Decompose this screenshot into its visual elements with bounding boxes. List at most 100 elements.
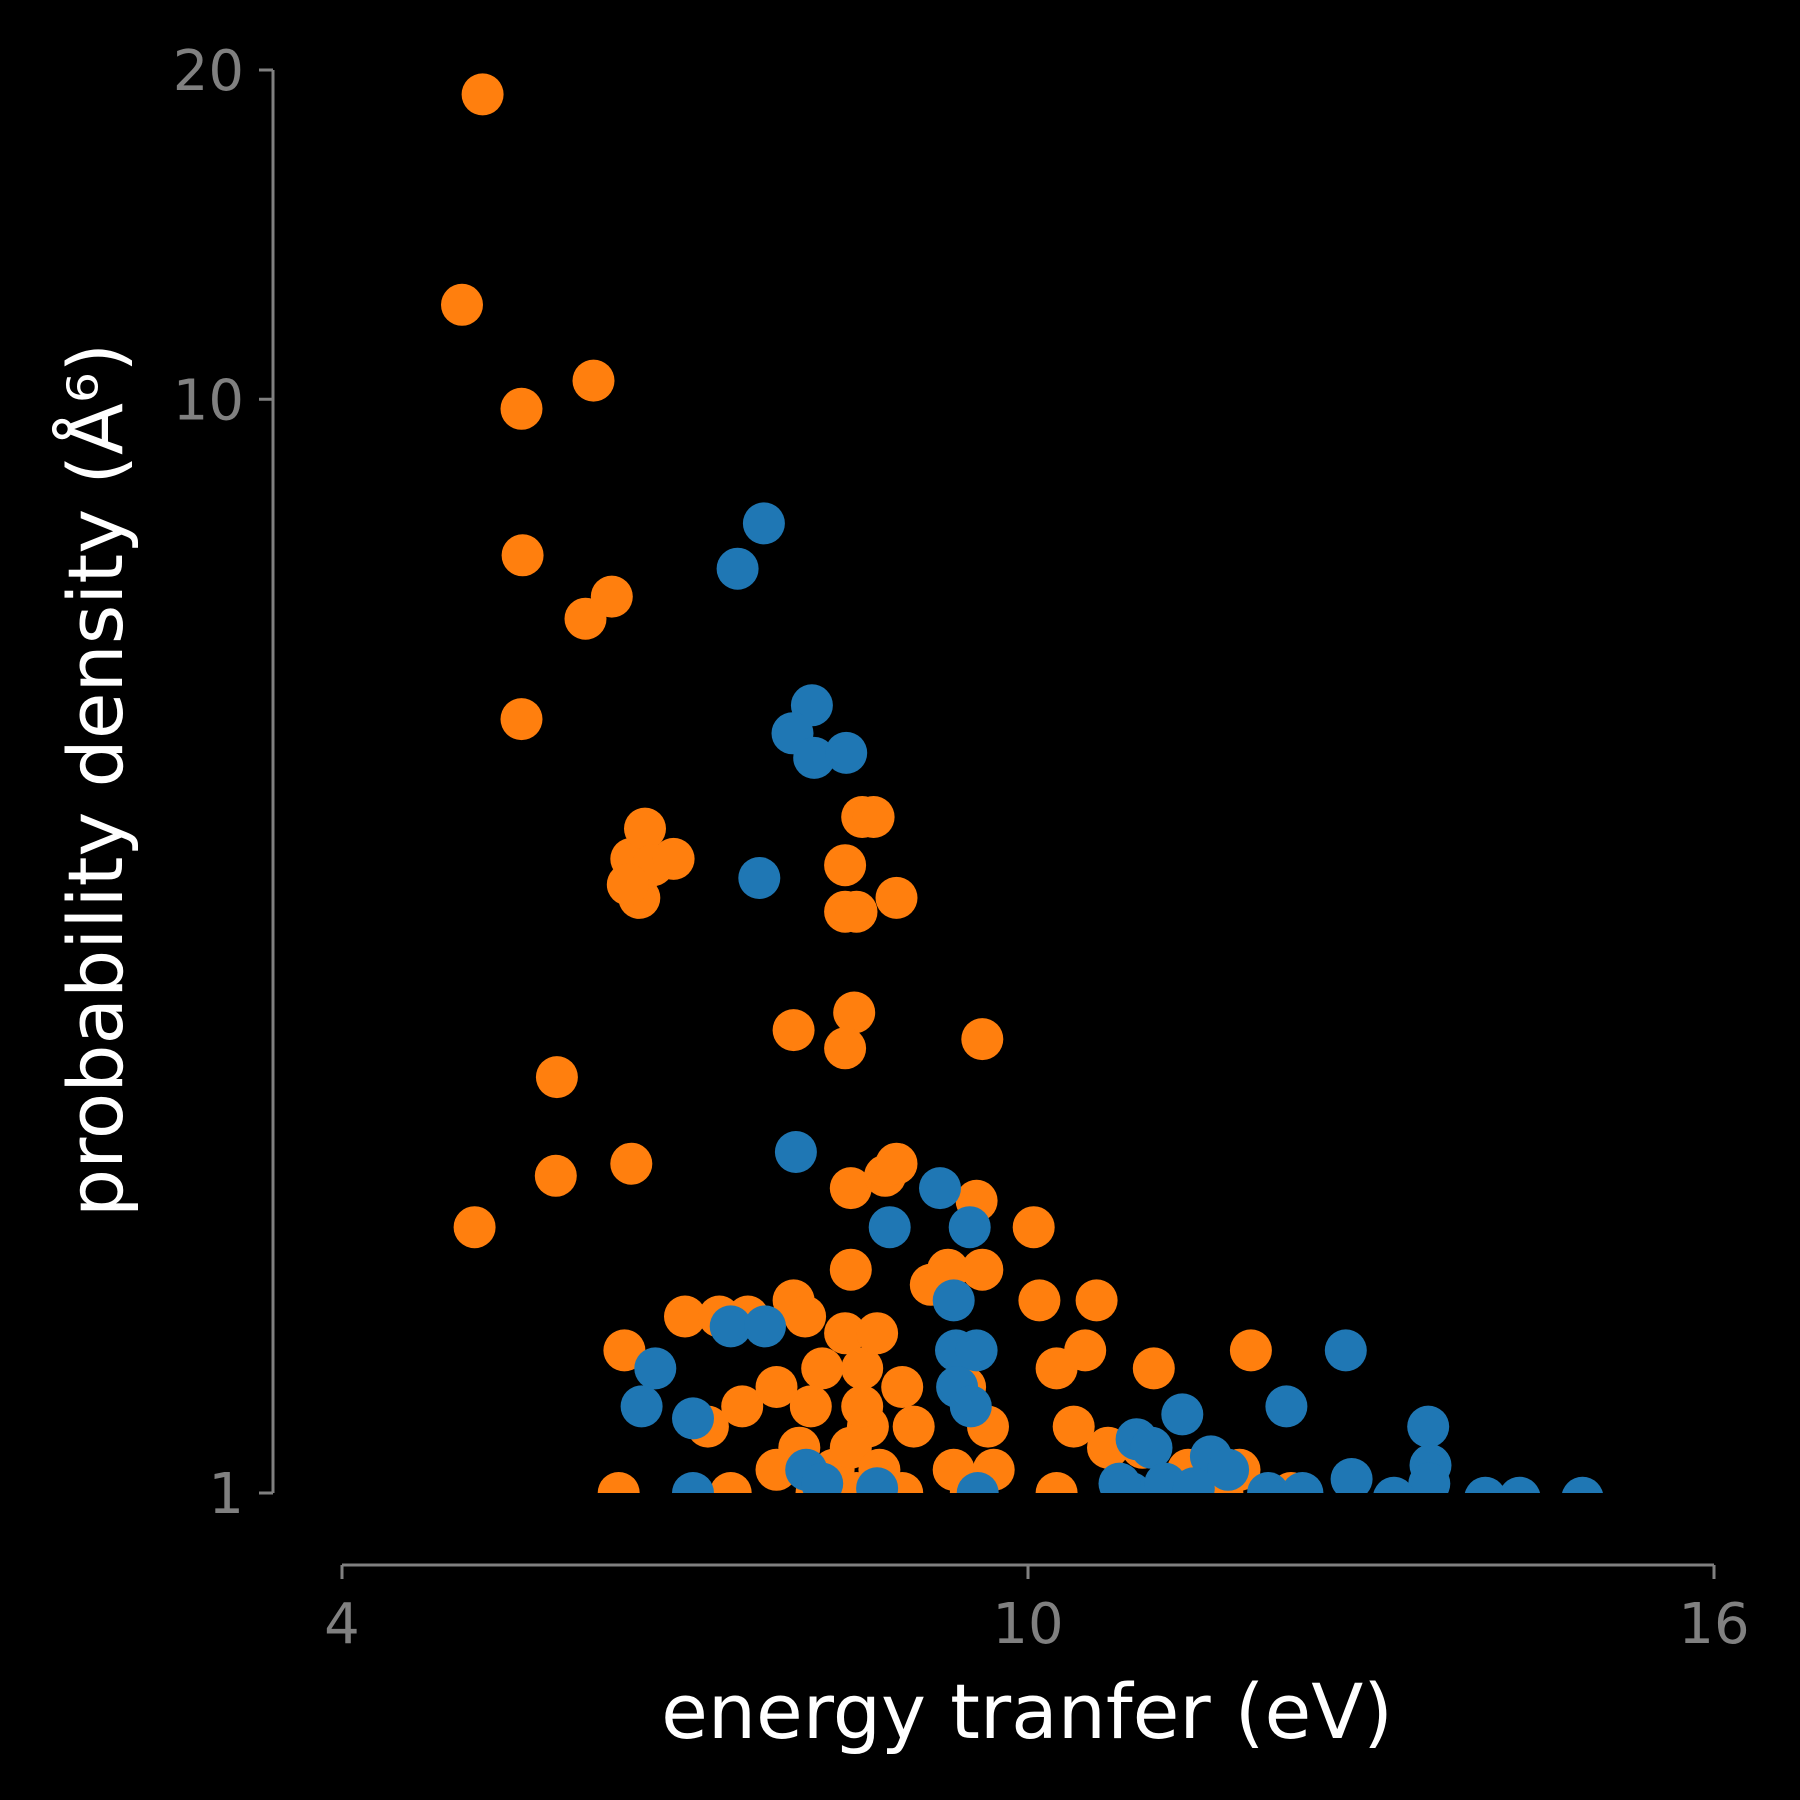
scatter-point-s1-31 [1324,1329,1367,1372]
scatter-point-s1-36 [1408,1462,1451,1493]
scatter-point-s1-2 [738,857,781,899]
scatter-point-s0-18 [603,1329,646,1372]
scatter-point-s1-34 [1407,1405,1450,1448]
scatter-point-s1-7 [774,1131,817,1173]
y-tick-label: 20 [173,39,244,104]
scatter-point-s0-2 [453,1206,496,1249]
scatter-point-s0-47 [875,876,918,919]
scatter-point-s0-64 [1012,1206,1055,1249]
scatter-point-s0-84 [597,1472,640,1493]
scatter-point-s0-41 [833,991,876,1034]
scatter-point-s1-18 [634,1347,677,1390]
scatter-point-s1-25 [956,1472,999,1493]
scatter-point-s1-9 [919,1167,961,1210]
scatter-point-s0-26 [801,1347,844,1390]
scatter-point-s0-49 [875,1142,918,1185]
scatter-point-s0-81 [784,1295,827,1338]
scatter-point-s0-19 [664,1295,706,1338]
scatter-point-s1-39 [1172,1467,1215,1493]
scatter-point-s1-6 [825,731,868,774]
scatter-point-s0-44 [829,1248,872,1291]
x-axis-title: energy tranfer (eV) [661,1667,1393,1756]
scatter-point-s0-68 [1075,1279,1118,1322]
scatter-point-s0-46 [852,796,895,838]
scatter-point-s0-5 [500,698,543,741]
scatter-point-s0-27 [789,1385,832,1428]
scatter-point-s0-37 [829,1426,872,1469]
scatter-point-s0-43 [829,1167,872,1210]
scatter-point-s0-38 [824,844,867,887]
y-axis-title: probability density (Å⁶) [51,343,140,1217]
scatter-point-s1-0 [716,547,759,590]
y-tick-label: 10 [173,368,244,433]
scatter-point-s0-8 [590,575,633,618]
scatter-point-s1-13 [955,1329,998,1372]
scatter-point-s1-43 [1562,1476,1603,1493]
scatter-point-s0-28 [841,1347,884,1390]
scatter-point-s0-6 [572,359,615,402]
scatter-point-s1-16 [709,1305,752,1348]
scatter-point-s0-72 [1132,1347,1175,1390]
scatter-point-s0-3 [500,387,543,430]
scatter-point-s0-0 [461,73,504,116]
scatter-point-s0-35 [856,1312,899,1355]
scatter-point-s0-17 [610,1142,653,1185]
scatter-point-s1-23 [856,1467,899,1493]
scatter-point-s0-36 [841,1385,884,1428]
x-tick-label: 10 [992,1592,1063,1657]
scatter-point-s1-32 [1207,1448,1250,1491]
scatter-point-s0-10 [534,1154,577,1197]
scatter-point-s0-25 [824,1312,867,1355]
scatter-point-s0-16 [606,863,649,906]
scatter-point-s0-58 [961,1018,1004,1061]
scatter-point-s0-67 [1064,1329,1107,1372]
scatter-point-s0-65 [1018,1279,1061,1322]
x-axis-ticks: 4 10 16 [324,1565,1750,1657]
scatter-point-s0-71 [1035,1472,1078,1493]
scatter-point-s1-33 [1330,1458,1373,1493]
scatter-point-s0-40 [835,890,878,933]
scatter-point-s1-19 [620,1385,663,1428]
scatter-point-s1-15 [949,1385,992,1428]
scatter-point-s1-42 [1499,1476,1541,1493]
y-tick-label: 1 [208,1462,244,1527]
scatter-point-s0-83 [709,1472,752,1493]
scatter-point-s1-41 [1464,1476,1506,1493]
scatter-point-s0-57 [961,1248,1004,1291]
scatter-point-s0-33 [755,1448,798,1491]
scatter-point-s0-24 [772,1009,815,1052]
scatter-point-s1-11 [932,1279,975,1322]
scatter-point-s1-44 [1247,1472,1290,1493]
scatter-point-s1-20 [672,1397,714,1440]
scatter-point-s1-1 [742,502,785,545]
x-tick-label: 4 [324,1592,360,1657]
scatter-point-s1-30 [1265,1385,1308,1428]
scatter-point-s0-76 [1229,1329,1272,1372]
scatter-point-s0-13 [624,807,666,850]
scatter-point-s0-23 [721,1385,764,1428]
scatter-point-s0-1 [441,283,483,326]
data-points [441,73,1603,1493]
scatter-point-s1-40 [1373,1476,1415,1493]
scatter-point-s0-50 [881,1366,924,1408]
scatter-point-s1-22 [801,1462,844,1493]
scatter-point-s0-15 [652,837,695,880]
scatter-point-s0-9 [535,1056,578,1099]
scatter-point-s1-5 [793,736,836,779]
scatter-point-s1-17 [744,1305,786,1348]
y-axis-ticks: 1 10 20 [173,39,273,1527]
scatter-point-s1-46 [1098,1462,1141,1493]
scatter-point-s1-27 [1130,1426,1173,1469]
scatter-point-s0-4 [501,534,544,577]
scatter-point-s0-69 [1052,1405,1095,1448]
x-tick-label: 16 [1678,1592,1749,1657]
scatter-point-s0-51 [892,1405,935,1448]
scatter-point-s1-24 [672,1472,714,1493]
scatter-point-s1-45 [1281,1472,1324,1493]
scatter-point-s0-82 [755,1366,798,1408]
scatter-point-s0-42 [824,1027,867,1070]
scatter-point-s1-28 [1161,1393,1204,1436]
scatter-point-s1-10 [948,1206,991,1249]
scatter-point-s1-8 [868,1206,911,1249]
